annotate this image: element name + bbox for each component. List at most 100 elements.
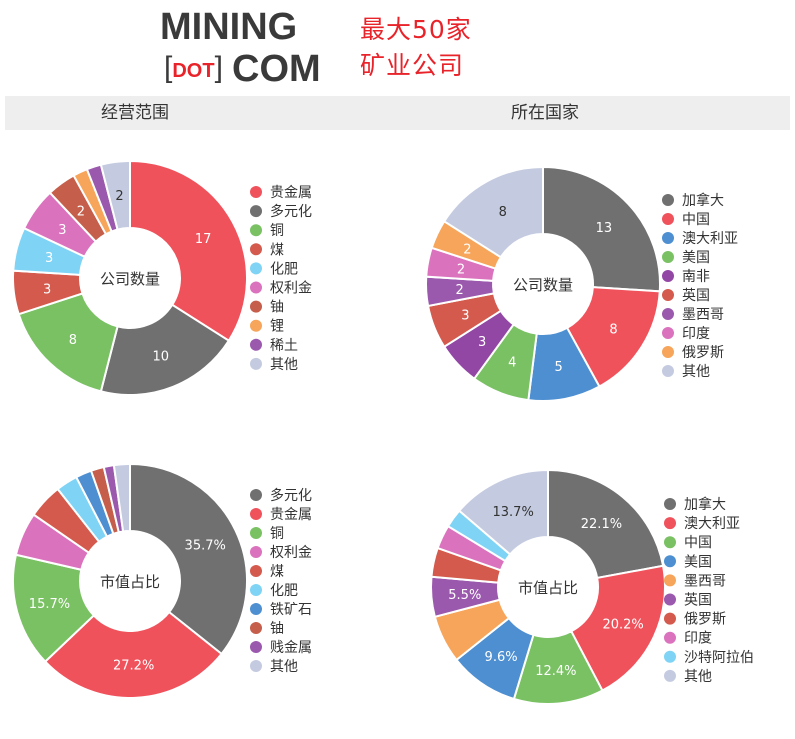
slice-其他 [112,462,131,533]
legend-swatch [250,319,262,332]
legend-swatch [250,508,262,520]
slice-澳大利亚 [569,564,666,692]
legend-label: 印度 [682,326,710,342]
legend-swatch [662,327,674,339]
slice-label: 3 [43,282,51,297]
header-business-scope: 经营范围 [101,103,169,123]
legend-swatch [664,669,676,682]
slice-多元化 [129,462,248,656]
legend-label: 煤 [270,564,284,580]
tagline-line2: 矿业公司 [360,51,465,80]
legend-swatch [250,243,262,256]
legend-label: 澳大利亚 [682,231,738,247]
center-title: 公司数量 [100,270,160,288]
legend-swatch [250,357,262,370]
legend-swatch [250,186,262,198]
donut-chart-3: 35.7% 27.2% 15.7% 市值占比 多元化贵金属铜权利金煤化肥铁矿石铀贱金属其… [12,462,312,699]
legend-label: 加拿大 [682,192,724,209]
legend-label: 加拿大 [684,496,726,513]
legend-label: 南非 [682,269,710,285]
legend-label: 铀 [270,621,284,637]
legend-label: 俄罗斯 [682,345,724,361]
mining-dot-com-logo: MINING [DOT] COM [160,6,360,90]
legend-label: 铜 [270,223,284,239]
legend-label: 多元化 [270,203,312,220]
logo-word-com: COM [232,48,321,90]
legend-swatch [662,289,674,301]
legend-label: 铁矿石 [270,602,312,618]
slice-label: 8 [69,333,77,348]
legend-label: 墨西哥 [682,307,724,323]
slice-加拿大 [542,165,661,293]
slice-label: 9.6% [485,650,518,665]
legend-swatch [250,584,262,596]
tagline: 最大50家 矿业公司 [360,12,472,84]
slice-label: 5 [555,360,563,375]
legend-label: 英国 [684,592,712,609]
legend-label: 多元化 [270,487,312,504]
slice-其他 [457,468,549,556]
legend-swatch [662,232,674,244]
legend-swatch [250,546,262,558]
legend-swatch [662,251,674,263]
legend-label: 美国 [682,250,710,266]
legend-swatch [250,300,262,313]
slice-铜 [17,292,119,393]
legend-label: 贵金属 [270,507,312,523]
slice-label: 27.2% [113,658,154,673]
logo-dot: [DOT] [164,51,223,84]
legend-swatch [250,660,262,672]
slice-label: 3 [461,309,469,324]
legend-label: 印度 [684,631,712,647]
legend-swatch [664,555,676,568]
legend-swatch [250,641,262,653]
slice-label: 4 [508,356,516,371]
slice-label: 3 [478,335,486,350]
slice-label: 13 [596,221,613,236]
legend-swatch [250,205,262,218]
slice-label: 13.7% [493,505,534,520]
legend-swatch [664,612,676,625]
legend-swatch [662,213,674,225]
legend-swatch [664,517,676,530]
legend-swatch [250,262,262,275]
slice-多元化 [99,303,231,396]
legend-swatch [250,224,262,237]
legend-swatch [250,338,262,351]
slice-label: 8 [499,205,507,220]
slice-中国 [565,286,661,388]
logo-word-mining: MINING [160,6,298,48]
legend-swatch [250,565,262,577]
legend-label: 化肥 [270,583,298,599]
logo-word-dot: DOT [172,60,215,82]
legend-label: 铜 [270,526,284,542]
legend-label: 中国 [682,212,710,228]
legend-label: 其他 [270,357,298,373]
slice-label: 12.4% [535,664,576,679]
slice-贵金属 [43,610,223,699]
slice-其他 [99,159,131,231]
header-country: 所在国家 [511,103,579,123]
legend-label: 俄罗斯 [684,612,726,628]
slice-label: 35.7% [185,539,226,554]
legend-label: 贵金属 [270,185,312,201]
slice-label: 2 [115,189,123,204]
legend-label: 化肥 [270,261,298,277]
legend-label: 煤 [270,242,284,258]
slice-label: 17 [195,232,212,247]
legend-swatch [250,622,262,634]
slice-加拿大 [547,468,665,580]
legend-swatch [664,650,676,663]
slice-label: 22.1% [581,517,622,532]
legend-label: 铀 [270,300,284,316]
legend-label: 稀土 [270,338,298,354]
legend-swatch [250,603,262,615]
legend-swatch [250,281,262,294]
slice-label: 2 [457,262,465,277]
slice-label: 2 [463,242,471,257]
legend-label: 其他 [682,364,710,380]
legend-label: 澳大利亚 [684,516,740,532]
